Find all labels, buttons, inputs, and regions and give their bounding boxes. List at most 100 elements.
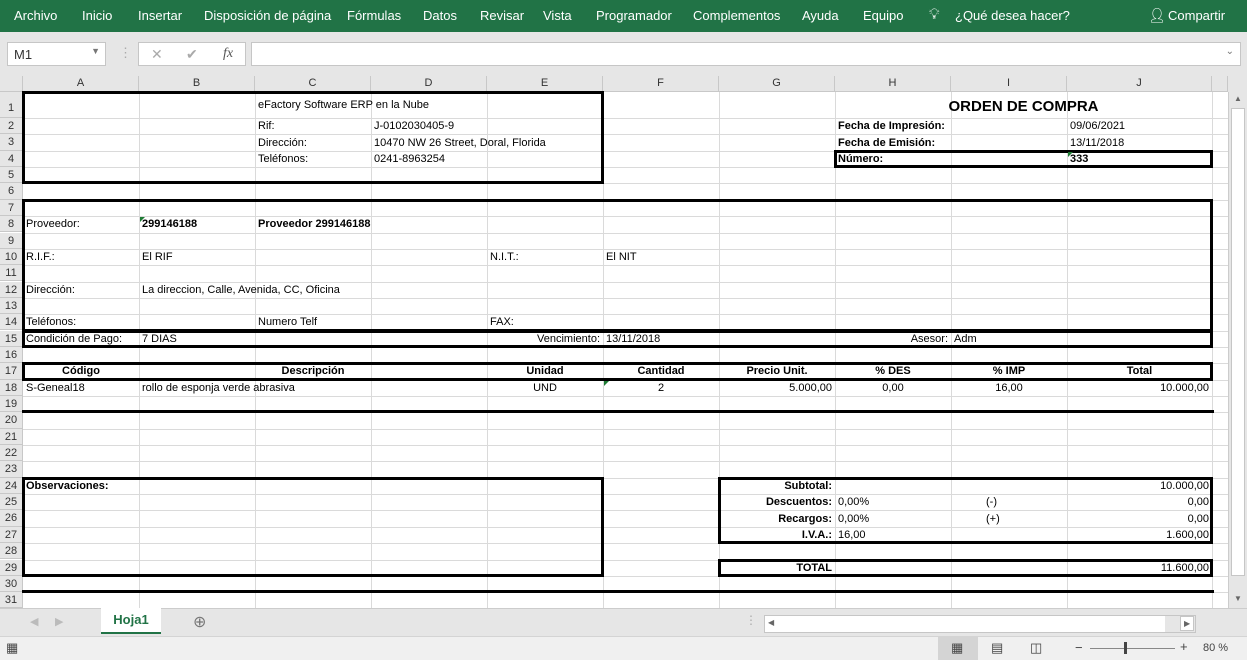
row-header-23[interactable]: 23 (0, 461, 23, 478)
cell-g25[interactable]: Descuentos: (765, 496, 832, 509)
menu-disposici-n-de-p-gina[interactable]: Disposición de página (204, 8, 332, 23)
cell-b8[interactable]: 299146188 (142, 218, 198, 231)
cell-d3[interactable]: 10470 NW 26 Street, Doral, Florida (374, 136, 546, 149)
column-header-h[interactable]: H (835, 76, 951, 92)
cell-b15[interactable]: 7 DIAS (142, 332, 177, 345)
scroll-down-icon[interactable]: ▼ (1234, 594, 1242, 603)
row-header-15[interactable]: 15 (0, 330, 23, 347)
cell-j3[interactable]: 13/11/2018 (1070, 136, 1125, 149)
drag-handle-icon[interactable]: ⋮ (119, 45, 132, 60)
column-header-f[interactable]: F (603, 76, 719, 92)
cell-e17[interactable]: Unidad (526, 365, 564, 378)
cell-f17[interactable]: Cantidad (637, 365, 685, 378)
cell-g27[interactable]: I.V.A.: (801, 528, 832, 541)
cell-g18[interactable]: 5.000,00 (789, 381, 832, 394)
column-header-c[interactable]: C (255, 76, 371, 92)
cell-a8[interactable]: Proveedor: (26, 218, 80, 231)
cell-a12[interactable]: Dirección: (26, 283, 75, 296)
cell-c3[interactable]: Dirección: (258, 136, 307, 149)
column-header-i[interactable]: I (951, 76, 1067, 92)
menu-complementos[interactable]: Complementos (693, 8, 781, 23)
cell-j4[interactable]: 333 (1070, 152, 1089, 165)
expand-formula-icon[interactable]: ⌄ (1225, 46, 1234, 57)
cell-f18[interactable]: 2 (657, 381, 665, 394)
cell-d4[interactable]: 0241-8963254 (374, 152, 445, 165)
row-header-1[interactable]: 1 (0, 92, 23, 118)
cell-i26[interactable]: (+) (986, 512, 1000, 525)
row-header-11[interactable]: 11 (0, 265, 23, 282)
row-header-14[interactable]: 14 (0, 314, 23, 331)
cell-e14[interactable]: FAX: (490, 316, 514, 329)
row-header-10[interactable]: 10 (0, 248, 23, 266)
cell-g17[interactable]: Precio Unit. (746, 365, 808, 378)
cell-j27[interactable]: 1.600,00 (1166, 528, 1209, 541)
sheet-tab-hoja1[interactable]: Hoja1 (101, 608, 161, 634)
prev-sheet-icon[interactable]: ◀ (30, 616, 39, 628)
row-header-9[interactable]: 9 (0, 232, 23, 249)
row-header-3[interactable]: 3 (0, 134, 23, 151)
cell-a15[interactable]: Condición de Pago: (26, 332, 123, 345)
row-header-28[interactable]: 28 (0, 543, 23, 560)
cell-h4[interactable]: Número: (838, 152, 884, 165)
row-header-8[interactable]: 8 (0, 216, 23, 233)
menu-f-rmulas[interactable]: Fórmulas (347, 8, 402, 23)
name-box[interactable]: M1 ▼ (7, 42, 106, 66)
cell-i25[interactable]: (-) (986, 496, 997, 509)
share-user-icon[interactable]: 👤︎ (1148, 7, 1166, 23)
cell-h1[interactable]: ORDEN DE COMPRA (948, 98, 1099, 115)
cell-j25[interactable]: 0,00 (1187, 496, 1209, 509)
cell-j2[interactable]: 09/06/2021 (1070, 120, 1126, 133)
normal-view-button[interactable]: ▦ (938, 637, 978, 660)
menu-programador[interactable]: Programador (596, 8, 672, 23)
column-header-b[interactable]: B (139, 76, 255, 92)
scroll-up-icon[interactable]: ▲ (1234, 94, 1242, 103)
vertical-scrollbar[interactable]: ▲ ▼ (1228, 92, 1247, 608)
row-header-21[interactable]: 21 (0, 428, 23, 445)
row-header-2[interactable]: 2 (0, 118, 23, 135)
share-button[interactable]: Compartir (1168, 8, 1226, 23)
row-header-27[interactable]: 27 (0, 526, 23, 544)
menu-inicio[interactable]: Inicio (82, 8, 113, 23)
scroll-right-icon[interactable]: ▶ (1180, 616, 1195, 631)
split-handle-icon[interactable]: ⋮ (745, 613, 757, 627)
vertical-scroll-thumb[interactable] (1231, 108, 1245, 576)
add-sheet-icon[interactable]: ⊕ (193, 614, 207, 631)
macro-record-icon[interactable]: ▦ (6, 640, 19, 655)
cell-b12[interactable]: La direccion, Calle, Avenida, CC, Oficin… (142, 283, 340, 296)
cancel-icon[interactable]: ✕ (151, 46, 163, 62)
cell-h2[interactable]: Fecha de Impresión: (838, 120, 945, 133)
row-header-26[interactable]: 26 (0, 510, 23, 527)
cell-c2[interactable]: Rif: (258, 120, 275, 133)
cell-j18[interactable]: 10.000,00 (1160, 381, 1209, 394)
cell-h26[interactable]: 0,00% (838, 512, 870, 525)
page-layout-view-icon[interactable]: ▤ (991, 640, 1004, 655)
menu-revisar[interactable]: Revisar (480, 8, 525, 23)
cell-f10[interactable]: El NIT (606, 251, 637, 263)
row-header-5[interactable]: 5 (0, 167, 23, 184)
next-sheet-icon[interactable]: ▶ (55, 616, 64, 628)
column-header-e[interactable]: E (487, 76, 603, 92)
horizontal-scrollbar[interactable]: ◀ (764, 615, 1196, 633)
cell-e18[interactable]: UND (533, 381, 557, 394)
cell-h27[interactable]: 16,00 (838, 528, 866, 541)
cell-g29[interactable]: TOTAL (796, 561, 832, 574)
zoom-level[interactable]: 80 % (1203, 642, 1229, 654)
row-header-17[interactable]: 17 (0, 363, 23, 380)
column-header-g[interactable]: G (719, 76, 835, 92)
tell-me-search[interactable]: ¿Qué desea hacer? (955, 8, 1070, 23)
row-header-19[interactable]: 19 (0, 396, 23, 413)
column-header-a[interactable]: A (23, 76, 139, 92)
cell-a17[interactable]: Código (62, 365, 100, 378)
row-header-6[interactable]: 6 (0, 183, 23, 200)
cell-h17[interactable]: % DES (875, 365, 911, 378)
cell-b10[interactable]: El RIF (142, 251, 173, 263)
cell-a14[interactable]: Teléfonos: (26, 316, 77, 329)
cell-i18[interactable]: 16,00 (995, 381, 1023, 394)
cell-a24[interactable]: Observaciones: (26, 479, 109, 492)
row-header-22[interactable]: 22 (0, 445, 23, 462)
row-header-12[interactable]: 12 (0, 281, 23, 298)
cell-i15[interactable]: Adm (954, 332, 977, 345)
menu-vista[interactable]: Vista (543, 8, 572, 23)
check-icon[interactable]: ✔ (186, 46, 198, 62)
cell-e10[interactable]: N.I.T.: (490, 251, 519, 263)
